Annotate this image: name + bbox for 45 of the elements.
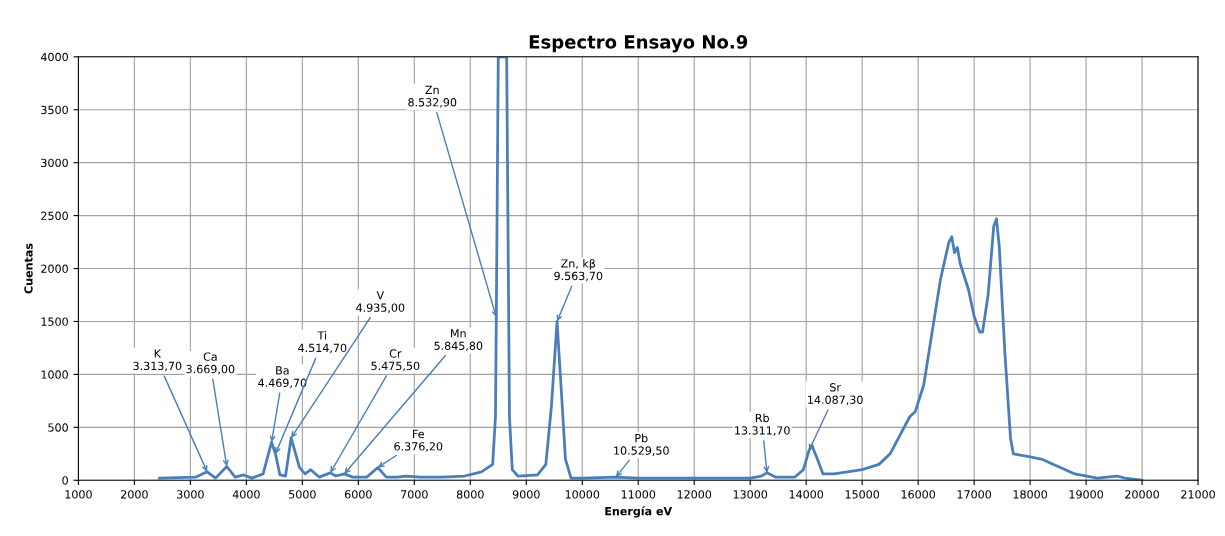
annotation: K 3.313,70: [133, 349, 182, 372]
x-tick-label: 13000: [733, 490, 768, 499]
x-tick-label: 20000: [1125, 490, 1159, 499]
annotation: Rb 13.311,70: [735, 413, 790, 436]
annotation: Mn 5.845,80: [434, 329, 483, 352]
chart-title: Espectro Ensayo No.9: [529, 35, 748, 53]
x-tick-label: 5000: [289, 490, 316, 499]
x-axis-title: Energía eV: [605, 506, 673, 518]
x-tick-label: 15000: [845, 490, 880, 499]
annotation: Zn, kβ 9.563,70: [554, 259, 603, 282]
x-tick-label: 14000: [789, 490, 824, 499]
y-axis-title: Cuentas: [24, 243, 33, 294]
annotation: V 4.935,00: [356, 291, 405, 313]
x-tick-label: 21000: [1181, 490, 1215, 499]
annotation: Ca 3.669,00: [186, 352, 235, 375]
annotation: Zn 8.532,90: [408, 85, 457, 108]
y-tick-label: 3000: [41, 158, 68, 168]
x-tick-label: 16000: [901, 490, 936, 499]
x-tick-label: 2000: [121, 490, 148, 499]
x-tick-label: 19000: [1069, 490, 1104, 499]
x-tick-label: 4000: [232, 490, 260, 499]
y-tick-label: 0: [62, 476, 68, 485]
x-tick-label: 6000: [344, 490, 372, 499]
x-tick-label: 18000: [1013, 490, 1048, 499]
annotation: Pb 10.529,50: [614, 433, 669, 456]
x-tick-label: 11000: [621, 490, 656, 499]
x-tick-label: 7000: [401, 490, 428, 499]
annotation: Ti 4.514,70: [298, 331, 347, 354]
annotation: Fe 6.376,20: [394, 429, 443, 452]
x-tick-label: 3000: [177, 490, 204, 499]
y-tick-label: 2500: [41, 211, 68, 220]
x-tick-label: 9000: [512, 490, 540, 499]
x-tick-label: 1000: [65, 490, 92, 499]
y-tick-label: 1500: [41, 317, 68, 326]
y-tick-label: 1000: [41, 370, 68, 379]
x-tick-label: 8000: [456, 490, 484, 499]
annotation: Cr 5.475,50: [371, 349, 420, 372]
y-tick-label: 2000: [41, 264, 68, 273]
x-tick-label: 12000: [677, 490, 712, 499]
y-tick-label: 3500: [41, 105, 68, 115]
annotation: Sr 14.087,30: [808, 383, 863, 406]
x-tick-label: 17000: [957, 490, 992, 499]
x-tick-label: 10000: [565, 490, 600, 499]
y-tick-label: 4000: [40, 52, 68, 62]
y-tick-label: 500: [48, 423, 68, 432]
